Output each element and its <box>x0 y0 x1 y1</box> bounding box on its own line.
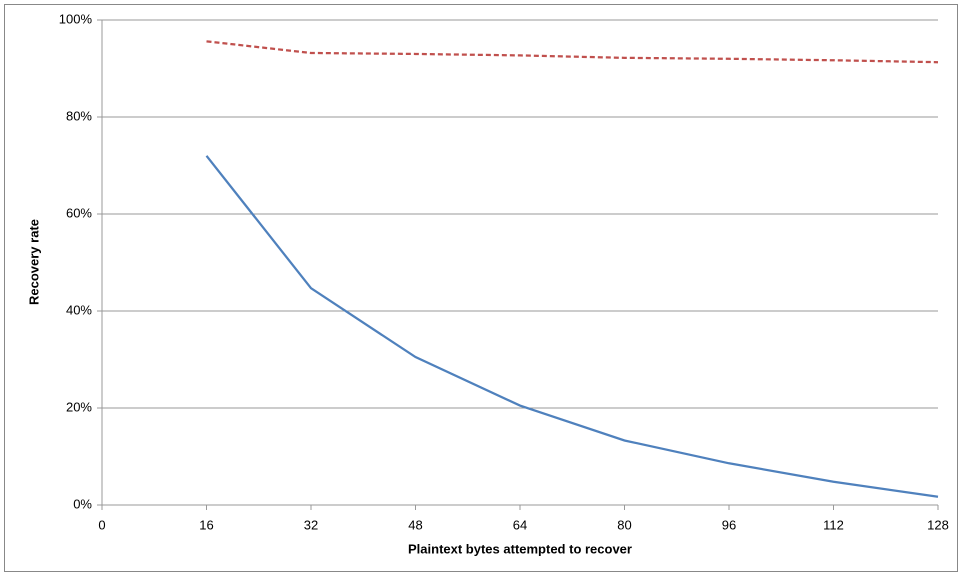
y-tick-label: 80% <box>66 108 92 123</box>
series-line <box>205 155 939 498</box>
y-tick-label: 20% <box>66 399 92 414</box>
series-line <box>206 40 939 64</box>
x-tick-label: 64 <box>513 517 527 532</box>
x-tick-label: 32 <box>304 517 318 532</box>
x-tick-label: 112 <box>823 517 844 532</box>
x-tick-label: 128 <box>927 517 949 532</box>
y-tick-label: 0% <box>73 496 92 511</box>
x-tick-label: 80 <box>617 517 631 532</box>
chart-border <box>4 4 958 572</box>
x-tick-label: 48 <box>408 517 422 532</box>
y-tick-label: 40% <box>66 302 92 317</box>
y-tick-label: 100% <box>59 11 93 26</box>
x-tick-label: 96 <box>722 517 736 532</box>
y-tick-label: 60% <box>66 205 92 220</box>
x-axis-title: Plaintext bytes attempted to recover <box>408 541 632 556</box>
x-tick-label: 16 <box>199 517 213 532</box>
x-tick-label: 0 <box>98 517 105 532</box>
y-axis-title: Recovery rate <box>26 219 41 305</box>
